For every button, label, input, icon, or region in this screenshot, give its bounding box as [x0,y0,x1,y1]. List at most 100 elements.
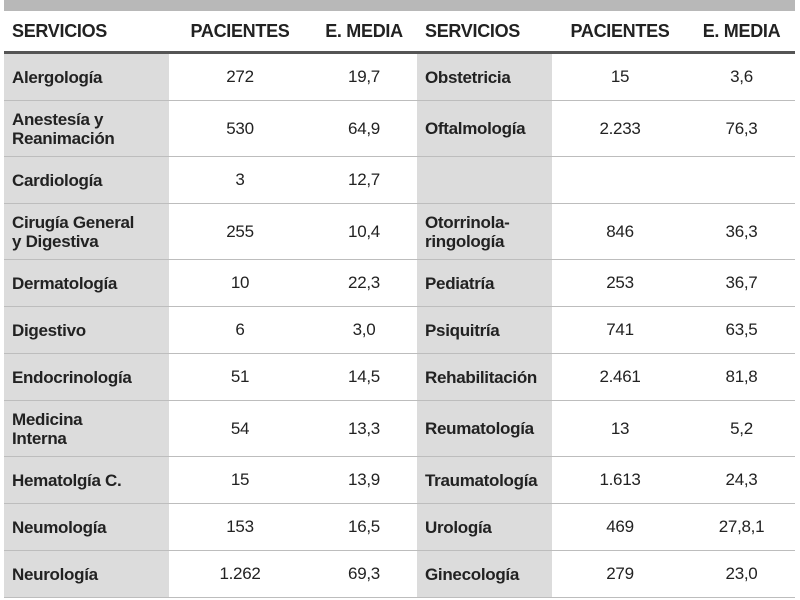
service-name-cell: Cirugía General y Digestiva [4,203,169,260]
pacientes-cell: 6 [169,306,311,354]
service-name-cell: Digestivo [4,306,169,354]
service-name-cell: Endocrinología [4,353,169,401]
pacientes-cell: 741 [552,306,688,354]
e-media-cell: 13,3 [311,400,417,457]
e-media-cell [688,156,795,204]
pacientes-cell: 1.262 [169,550,311,598]
service-name: Otorrinola- ringología [425,212,510,251]
table-row: Anestesía y Reanimación 530 64,9 Oftalmolog… [4,100,795,157]
service-name: Pediatría [425,273,495,293]
e-media-cell: 14,5 [311,353,417,401]
service-name: Alergología [12,67,103,87]
pacientes-cell: 153 [169,503,311,551]
table-row: Medicina Interna 54 13,3 Reumatología 13 5,2 [4,400,795,457]
e-media-cell: 10,4 [311,203,417,260]
service-name-cell: Neumología [4,503,169,551]
header-pacientes: PACIENTES [552,11,688,54]
service-name-cell: Alergología [4,52,169,101]
service-name: Neurología [12,564,98,584]
service-name-cell: Pediatría [417,259,552,307]
e-media-cell: 23,0 [688,550,795,598]
e-media-cell: 13,9 [311,456,417,504]
table-row: Cirugía General y Digestiva 255 10,4 Otorri… [4,203,795,260]
pacientes-cell: 3 [169,156,311,204]
service-name: Neumología [12,517,107,537]
pacientes-cell: 15 [169,456,311,504]
pacientes-cell [552,156,688,204]
table-row: Alergología 272 19,7 Obstetricia 15 3,6 [4,52,795,101]
header-servicios: SERVICIOS [4,11,169,54]
service-name: Traumatología [425,470,538,490]
e-media-cell: 19,7 [311,52,417,101]
service-name-cell: Ginecología [417,550,552,598]
service-name: Reumatología [425,419,534,438]
e-media-cell: 64,9 [311,100,417,157]
service-name: Medicina Interna [12,409,83,448]
e-media-cell: 36,7 [688,259,795,307]
top-bar [4,0,795,11]
service-name: Obstetricia [425,67,511,87]
e-media-cell: 63,5 [688,306,795,354]
e-media-cell: 69,3 [311,550,417,598]
service-name: Digestivo [12,320,86,340]
header-row: SERVICIOS PACIENTES E. MEDIA SERVICIOS P… [4,11,795,54]
pacientes-cell: 2.461 [552,353,688,401]
header-e-media: E. MEDIA [688,11,795,54]
service-name-cell: Cardiología [4,156,169,204]
service-name-cell: Urología [417,503,552,551]
e-media-cell: 81,8 [688,353,795,401]
service-name: Rehabilitación [425,367,537,387]
pacientes-cell: 54 [169,400,311,457]
service-name-cell: Reumatología [417,400,552,457]
service-name-cell: Dermatología [4,259,169,307]
table-body: Alergología 272 19,7 Obstetricia 15 3,6 Aneste… [4,52,795,598]
table-row: Neurología 1.262 69,3 Ginecología 279 23,0 [4,550,795,598]
pacientes-cell: 279 [552,550,688,598]
table-row: Neumología 153 16,5 Urología 469 27,8,1 [4,503,795,551]
pacientes-cell: 846 [552,203,688,260]
header-servicios: SERVICIOS [417,11,552,54]
service-name-cell: Hematolgía C. [4,456,169,504]
service-name-cell: Neurología [4,550,169,598]
service-name-cell: Rehabilitación [417,353,552,401]
table-row: Endocrinología 51 14,5 Rehabilitación 2.461 8… [4,353,795,401]
service-name-cell: Obstetricia [417,52,552,101]
pacientes-cell: 15 [552,52,688,101]
e-media-cell: 76,3 [688,100,795,157]
table-row: Cardiología 3 12,7 [4,156,795,204]
table-row: Digestivo 6 3,0 Psiquitría 741 63,5 [4,306,795,354]
table-row: Hematolgía C. 15 13,9 Traumatología 1.613 24,… [4,456,795,504]
service-name: Dermatología [12,273,118,293]
service-name: Cirugía General y Digestiva [12,212,135,251]
service-name: Hematolgía C. [12,470,122,490]
service-name: Urología [425,517,492,537]
service-name: Oftalmología [425,119,526,138]
pacientes-cell: 469 [552,503,688,551]
service-name: Endocrinología [12,367,132,387]
header-e-media: E. MEDIA [311,11,417,54]
pacientes-cell: 530 [169,100,311,157]
service-name-cell: Medicina Interna [4,400,169,457]
e-media-cell: 3,0 [311,306,417,354]
service-name: Psiquitría [425,320,500,340]
pacientes-cell: 1.613 [552,456,688,504]
service-name-cell [417,156,552,204]
service-name-cell: Otorrinola- ringología [417,203,552,260]
services-table: SERVICIOS PACIENTES E. MEDIA SERVICIOS P… [4,11,795,598]
e-media-cell: 36,3 [688,203,795,260]
service-name: Cardiología [12,170,103,190]
pacientes-cell: 10 [169,259,311,307]
e-media-cell: 5,2 [688,400,795,457]
service-name-cell: Traumatología [417,456,552,504]
service-name-cell: Psiquitría [417,306,552,354]
e-media-cell: 3,6 [688,52,795,101]
e-media-cell: 22,3 [311,259,417,307]
pacientes-cell: 2.233 [552,100,688,157]
pacientes-cell: 253 [552,259,688,307]
table-row: Dermatología 10 22,3 Pediatría 253 36,7 [4,259,795,307]
e-media-cell: 24,3 [688,456,795,504]
pacientes-cell: 13 [552,400,688,457]
header-pacientes: PACIENTES [169,11,311,54]
service-name-cell: Anestesía y Reanimación [4,100,169,157]
